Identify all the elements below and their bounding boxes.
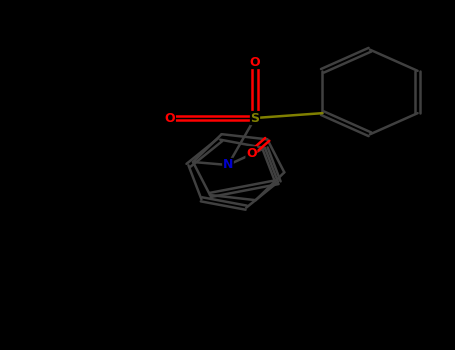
Text: O: O xyxy=(246,147,257,160)
Text: N: N xyxy=(223,159,233,172)
Text: O: O xyxy=(165,112,175,125)
Text: O: O xyxy=(250,56,260,69)
Text: S: S xyxy=(251,112,259,125)
